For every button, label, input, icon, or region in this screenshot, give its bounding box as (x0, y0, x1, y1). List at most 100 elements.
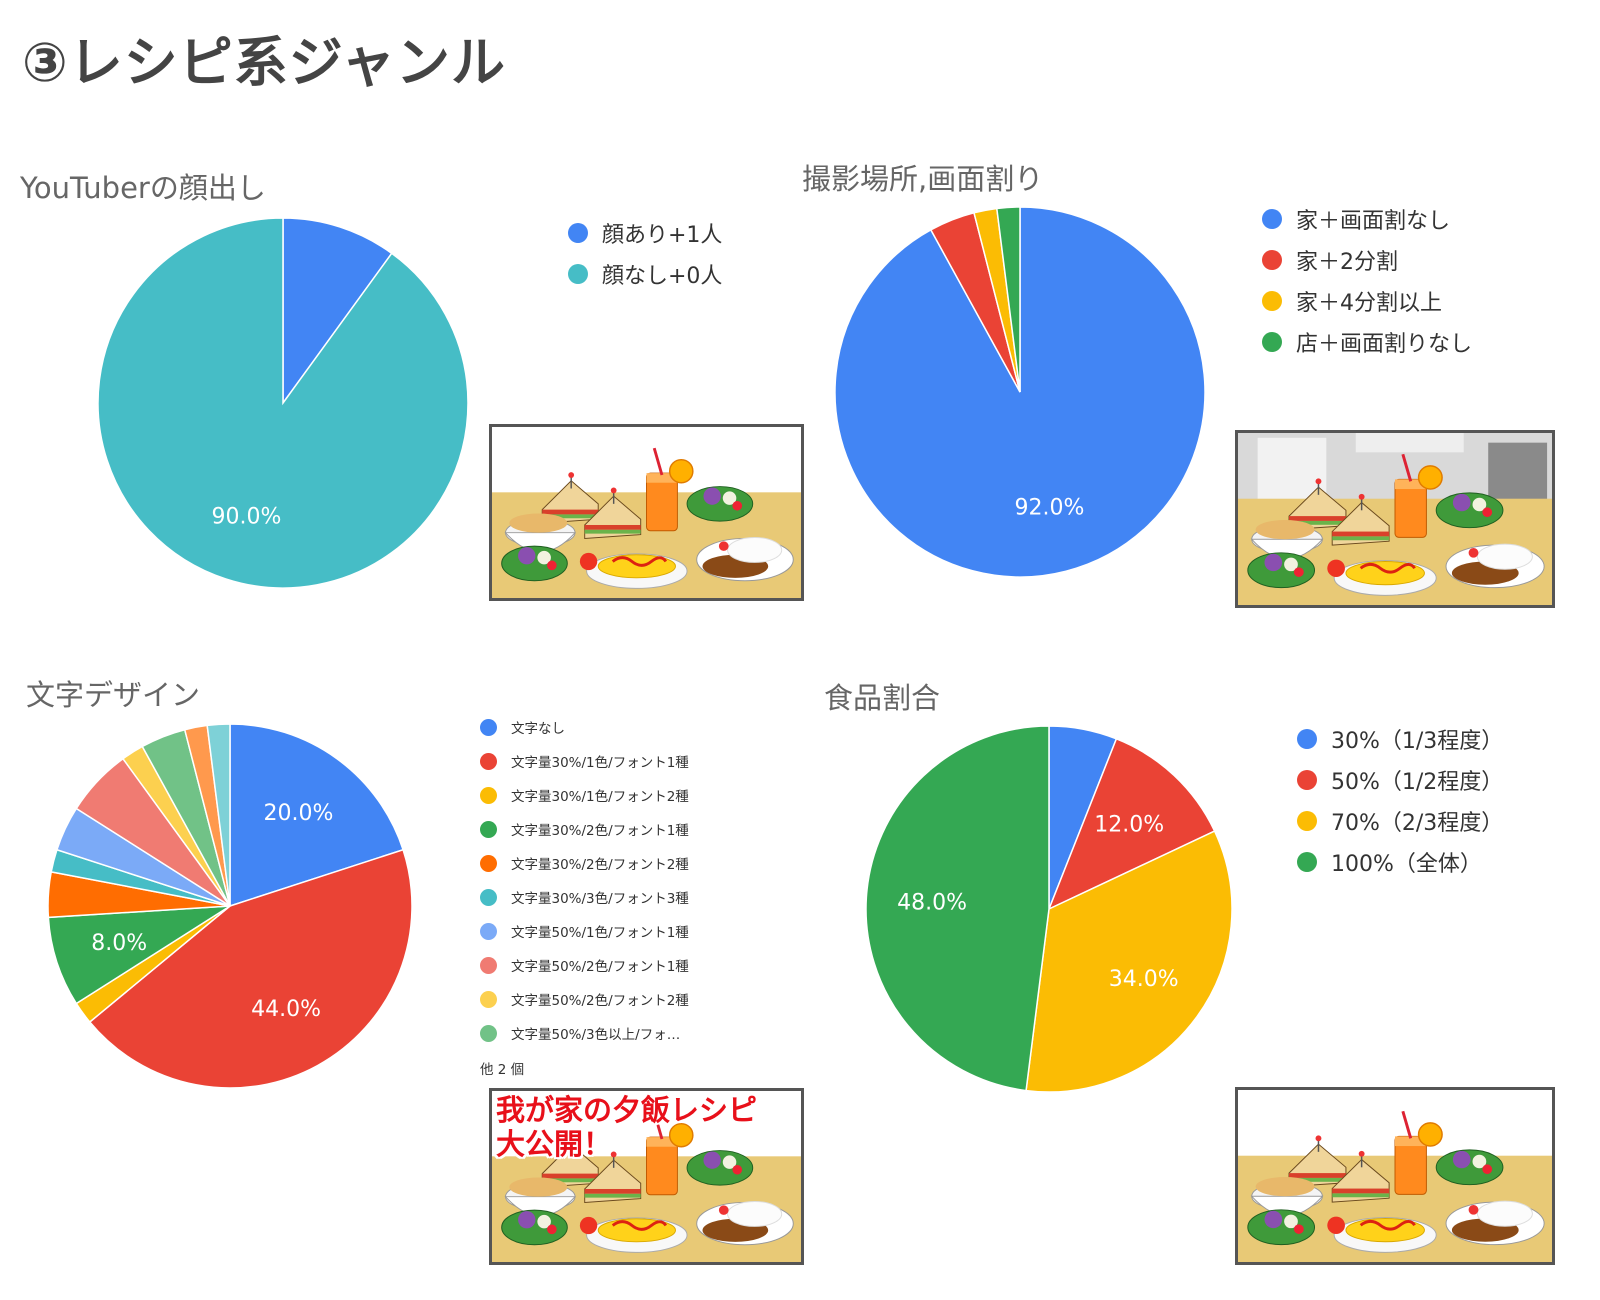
legend-swatch-2-0 (480, 718, 497, 736)
legend-label-1-1: 家＋2分割 (1296, 249, 1398, 275)
legend-location: 家＋画面割なし 家＋2分割家＋4分割以上店＋画面割りなし (1262, 198, 1472, 362)
chart-title-face: YouTuberの顔出し (20, 171, 266, 205)
legend-item-3-2: 70%（2/3程度） (1297, 800, 1503, 841)
legend-swatch-2-6 (480, 922, 497, 940)
legend-item-0-0: 顔あり+1人 (568, 212, 722, 253)
chart-title-food-ratio: 食品割合 (824, 681, 941, 715)
pie-data-label-3-3: 48.0% (897, 891, 967, 916)
chart-title-location: 撮影場所,画面割り (802, 162, 1044, 196)
legend-item-1-1: 家＋2分割 (1262, 239, 1472, 280)
pie-slice-0-0 (282, 217, 393, 406)
legend-swatch-0-1 (568, 263, 588, 284)
legend-swatch-2-2 (480, 786, 497, 804)
legend-item-1-0: 家＋画面割なし (1262, 198, 1472, 239)
legend-label-2-0: 文字なし (511, 721, 565, 737)
legend-swatch-1-2 (1262, 290, 1282, 311)
legend-swatch-3-2 (1297, 810, 1317, 831)
pie-slice-3-3 (865, 725, 1050, 1092)
legend-item-2-9: 文字量50%/3色以上/フォ… (480, 1016, 689, 1050)
legend-label-2-7: 文字量50%/2色/フォント1種 (511, 959, 689, 975)
thumbnail-overlay-line-2: 大公開！ (496, 1127, 613, 1161)
legend-swatch-2-1 (480, 752, 497, 770)
legend-item-2-0: 文字なし (480, 710, 689, 744)
legend-item-3-0: 30%（1/3程度） (1297, 718, 1503, 759)
pie-slice-2-3 (47, 905, 231, 1005)
legend-item-2-3: 文字量30%/2色/フォント1種 (480, 812, 689, 846)
legend-item-2-1: 文字量30%/1色/フォント1種 (480, 744, 689, 778)
legend-label-2-9: 文字量50%/3色以上/フォ… (511, 1027, 681, 1043)
pie-chart-location: 92.0% (834, 206, 1206, 578)
legend-swatch-2-9 (480, 1024, 497, 1042)
legend-swatch-1-0 (1262, 208, 1282, 229)
legend-swatch-1-1 (1262, 249, 1282, 270)
legend-label-2-4: 文字量30%/2色/フォント2種 (511, 857, 689, 873)
legend-label-2-6: 文字量50%/1色/フォント1種 (511, 925, 689, 941)
legend-label-2-5: 文字量30%/3色/フォント3種 (511, 891, 689, 907)
legend-label-3-2: 70%（2/3程度） (1331, 810, 1504, 836)
legend-label-3-0: 30%（1/3程度） (1331, 728, 1504, 754)
legend-label-3-3: 100%（全体） (1331, 851, 1482, 877)
pie-data-label-3-2: 34.0% (1109, 967, 1179, 992)
pie-chart-face: 90.0% (97, 217, 469, 589)
legend-label-1-0: 家＋画面割なし (1296, 208, 1451, 234)
legend-label-0-1: 顔なし+0人 (602, 263, 723, 289)
legend-item-2-6: 文字量50%/1色/フォント1種 (480, 914, 689, 948)
legend-swatch-2-4 (480, 854, 497, 872)
food-illustration-3 (1238, 1090, 1552, 1262)
legend-label-1-2: 家＋4分割以上 (1296, 290, 1442, 316)
food-illustration-0 (492, 427, 801, 598)
legend-item-2-8: 文字量50%/2色/フォント2種 (480, 982, 689, 1016)
legend-item-1-2: 家＋4分割以上 (1262, 280, 1472, 321)
legend-item-2-2: 文字量30%/1色/フォント2種 (480, 778, 689, 812)
pie-slice-0-1 (97, 217, 469, 589)
legend-swatch-3-0 (1297, 728, 1317, 749)
legend-text-design: 文字なし文字量30%/1色/フォント1種 文字量30%/1色/フォント2種 文字量3… (480, 710, 689, 1078)
legend-label-0-0: 顔あり+1人 (602, 222, 723, 248)
food-illustration-2 (492, 1091, 801, 1262)
legend-swatch-2-8 (480, 990, 497, 1008)
legend-item-3-3: 100%（全体） (1297, 841, 1503, 882)
page-title: ③レシピ系ジャンル (22, 31, 507, 94)
pie-data-label-3-1: 12.0% (1094, 813, 1164, 838)
legend-item-2-7: 文字量50%/2色/フォント1種 (480, 948, 689, 982)
legend-swatch-0-0 (568, 222, 588, 243)
pie-slice-2-1 (88, 848, 413, 1089)
pie-slice-2-0 (229, 723, 405, 908)
legend-item-2-5: 文字量30%/3色/フォント3種 (480, 880, 689, 914)
legend-label-2-1: 文字量30%/1色/フォント1種 (511, 755, 689, 771)
thumbnail-overlay-text: 我が家の夕飯レシピ 大公開！ (496, 1093, 757, 1161)
thumbnail-food-room (1235, 430, 1555, 608)
pie-chart-food-ratio: 12.0% 34.0% 48.0% (865, 725, 1233, 1093)
legend-swatch-2-5 (480, 888, 497, 906)
legend-label-2-2: 文字量30%/1色/フォント2種 (511, 789, 689, 805)
legend-swatch-1-3 (1262, 331, 1282, 352)
legend-label-2-8: 文字量50%/2色/フォント2種 (511, 993, 689, 1009)
legend-item-1-3: 店＋画面割りなし (1262, 321, 1472, 362)
legend-food-ratio: 30%（1/3程度） 50%（1/2程度） 70%（2/3程度） 100%（全体） (1297, 718, 1503, 882)
food-illustration-1 (1238, 433, 1552, 605)
legend-swatch-2-3 (480, 820, 497, 838)
pie-slice-3-2 (1025, 830, 1233, 1093)
pie-slice-2-11 (206, 723, 231, 907)
legend-swatch-3-3 (1297, 851, 1317, 872)
legend-label-3-1: 50%（1/2程度） (1331, 769, 1504, 795)
thumbnail-food-plain-2 (1235, 1087, 1555, 1265)
chart-title-text-design: 文字デザイン (26, 678, 201, 712)
pie-data-label-1-0: 92.0% (1014, 496, 1084, 521)
pie-chart-text-design: 20.0% 44.0% 8.0% (47, 723, 413, 1089)
legend-item-2-4: 文字量30%/2色/フォント2種 (480, 846, 689, 880)
pie-data-label-0-1: 90.0% (211, 505, 281, 530)
pie-data-label-2-3: 8.0% (91, 931, 147, 956)
pie-slice-1-3 (995, 206, 1021, 393)
thumbnail-overlay-line-1: 我が家の夕飯レシピ (496, 1093, 758, 1127)
legend-label-2-3: 文字量30%/2色/フォント1種 (511, 823, 689, 839)
legend-item-0-1: 顔なし+0人 (568, 253, 722, 294)
legend-swatch-2-7 (480, 956, 497, 974)
legend-swatch-3-1 (1297, 769, 1317, 790)
legend-item-3-1: 50%（1/2程度） (1297, 759, 1503, 800)
pie-slice-3-1 (1047, 737, 1216, 911)
thumbnail-food-text: 我が家の夕飯レシピ 大公開！ (489, 1088, 804, 1265)
pie-data-label-2-1: 44.0% (251, 997, 321, 1022)
legend-more-2: 他 2 個 (480, 1062, 525, 1078)
thumbnail-food-plain-1 (489, 424, 804, 601)
